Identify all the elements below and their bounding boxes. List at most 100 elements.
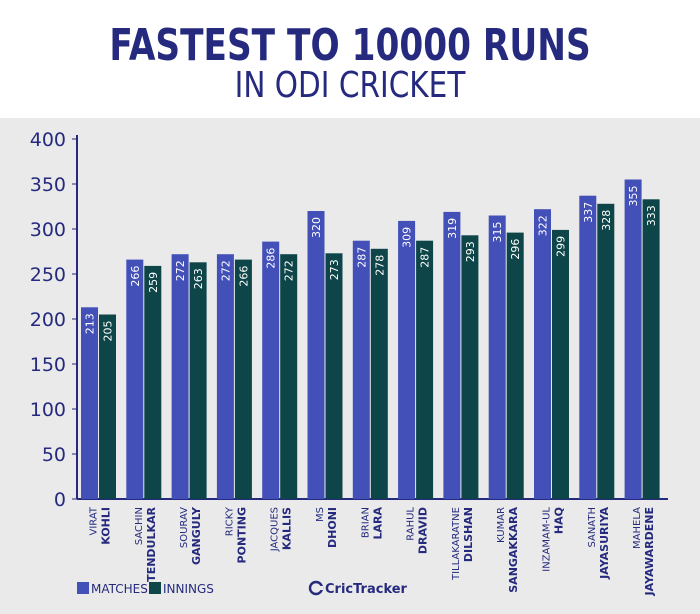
x-tick-label: SANATH JAYASURIYA [587,507,611,580]
y-tick-label: 350 [30,174,66,196]
innings-bar [597,203,615,500]
x-tick-label: BRIAN LARA [360,507,384,540]
matches-bar [262,241,280,499]
y-tick-label: 0 [54,489,66,511]
matches-bar [307,211,325,499]
x-tick-last-name: GANGULY [190,506,203,565]
innings-bar [370,248,388,499]
matches-bar [624,179,642,499]
x-tick-first-name: SACHIN [134,507,145,545]
legend-innings-swatch [149,582,161,594]
matches-value-label: 309 [401,227,414,248]
chart-subtitle: IN ODI CRICKET [234,65,466,106]
matches-value-label: 266 [129,266,142,287]
chart-panel: 0 50 100 150 200 250 300 350 400 213 205 VIRAT KOHLI… [0,118,700,614]
innings-bar [642,199,660,500]
innings-value-label: 296 [509,239,522,260]
y-tick-label: 300 [30,219,66,241]
legend-matches-label: MATCHES [91,582,148,596]
x-tick-last-name: PONTING [235,507,248,563]
x-tick-label: SOURAV GANGULY [179,506,203,565]
chart-title: FASTEST TO 10000 RUNS [109,20,591,71]
matches-value-label: 337 [582,202,595,223]
x-tick-first-name: VIRAT [89,506,100,535]
x-tick-last-name: KALLIS [281,507,294,550]
matches-value-label: 315 [491,222,504,243]
x-tick-first-name: MS [315,507,326,522]
innings-value-label: 278 [373,255,386,276]
y-tick-label: 50 [42,444,66,466]
y-tick-label: 100 [30,399,66,421]
x-tick-last-name: KOHLI [100,507,113,545]
matches-bar [81,307,98,499]
y-tick-label: 150 [30,354,66,376]
x-tick-first-name: SANATH [587,507,598,548]
innings-value-label: 299 [555,236,568,257]
x-tick-label: SACHIN TENDULKAR [134,506,158,581]
innings-bar [325,253,343,499]
x-tick-last-name: DILSHAN [462,507,475,562]
matches-bar [443,211,461,499]
x-tick-label: KUMAR SANGAKKARA [496,507,520,593]
innings-bar [280,254,298,499]
innings-value-label: 287 [419,247,432,268]
bar-chart: 0 50 100 150 200 250 300 350 400 213 205 VIRAT KOHLI… [30,129,668,597]
x-tick-label: MAHELA JAYAWARDENE [632,507,656,597]
innings-value-label: 205 [102,321,115,342]
x-tick-label: RICKY PONTING [224,506,248,563]
innings-value-label: 293 [464,241,477,262]
matches-value-label: 213 [84,313,97,334]
matches-value-label: 319 [446,218,459,239]
brand-name: CricTracker [325,582,408,597]
matches-bar [216,254,234,499]
x-tick-first-name: BRIAN [360,507,371,538]
x-tick-label: VIRAT KOHLI [89,506,113,545]
x-tick-first-name: KUMAR [496,507,507,543]
legend-matches-swatch [77,582,89,594]
x-tick-last-name: LARA [371,507,384,540]
x-tick-last-name: TENDULKAR [145,506,158,581]
chart-header: FASTEST TO 10000 RUNS IN ODI CRICKET [0,0,700,118]
matches-bar [534,209,551,499]
brand-logo-icon-gap [317,586,323,590]
innings-bar [461,235,479,500]
x-tick-first-name: RICKY [224,506,235,536]
x-tick-last-name: DRAVID [417,507,430,554]
x-tick-first-name: TILLAKARATNE [451,507,462,581]
innings-bar [234,259,252,499]
matches-bar [126,259,144,499]
x-tick-first-name: INZAMAM-UL [542,507,553,572]
innings-bar [144,265,162,499]
innings-bar [99,314,116,499]
x-tick-first-name: MAHELA [632,507,643,549]
y-tick-label: 400 [30,129,66,151]
matches-bar [352,240,370,499]
matches-value-label: 287 [355,247,368,268]
matches-bar [488,215,506,499]
matches-value-label: 272 [219,260,232,281]
innings-value-label: 273 [328,259,341,280]
x-tick-label: RAHUL DRAVID [406,507,430,555]
matches-value-label: 355 [627,186,640,207]
x-tick-last-name: HAQ [553,507,566,534]
x-tick-first-name: RAHUL [406,507,417,541]
x-tick-last-name: JAYASURIYA [598,507,611,580]
x-tick-last-name: DHONI [326,507,339,548]
innings-value-label: 328 [600,210,613,231]
matches-value-label: 286 [265,248,278,269]
legend-innings-label: INNINGS [163,582,214,596]
matches-value-label: 320 [310,217,323,238]
innings-bar [416,240,434,499]
innings-bar [552,229,569,499]
x-tick-label: MS DHONI [315,507,339,548]
matches-bar [398,220,416,499]
matches-value-label: 322 [537,215,550,236]
x-tick-label: TILLAKARATNE DILSHAN [451,507,475,581]
x-tick-first-name: SOURAV [179,507,190,548]
innings-value-label: 263 [192,268,205,289]
y-tick-label: 250 [30,264,66,286]
x-tick-last-name: SANGAKKARA [507,507,520,593]
x-tick-label: JACQUES KALLIS [270,507,294,552]
innings-value-label: 272 [283,260,296,281]
